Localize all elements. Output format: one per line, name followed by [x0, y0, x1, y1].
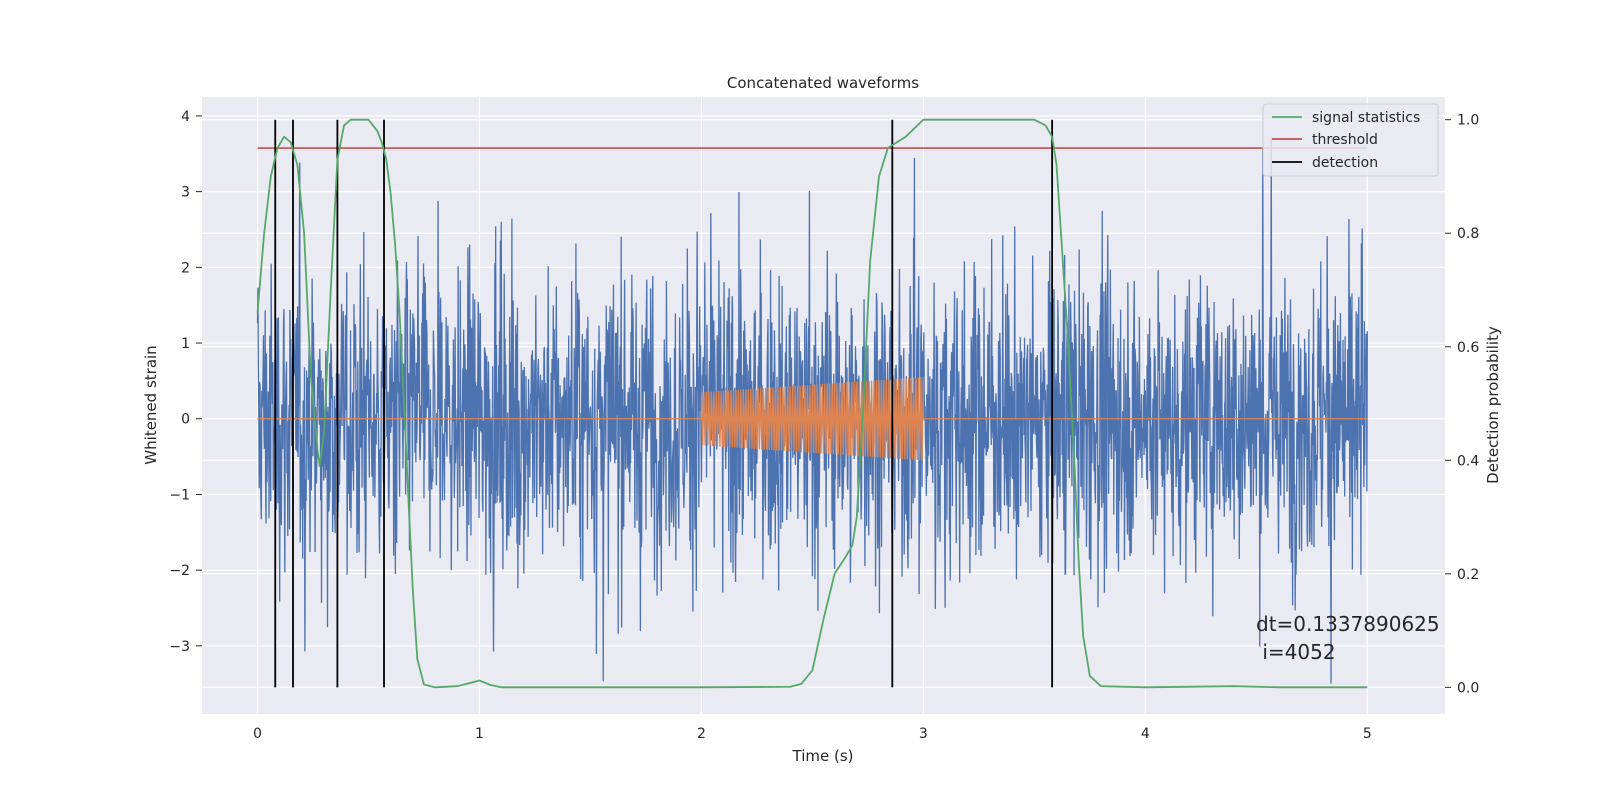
y2-tick-label: 1.0: [1457, 113, 1479, 129]
y-tick-label: −2: [169, 563, 190, 579]
y-ticks: −3 −2 −1 0 1 2 3 4: [169, 109, 202, 655]
x-tick-label: 4: [1141, 726, 1150, 742]
y2-tick-label: 0.0: [1457, 680, 1479, 696]
x-tick-label: 0: [253, 726, 262, 742]
y-tick-label: 4: [181, 109, 190, 125]
chart-title: Concatenated waveforms: [727, 74, 919, 92]
y-tick-label: −1: [169, 487, 190, 503]
annotation-index: i=4052: [1256, 640, 1336, 664]
strain-line: [256, 136, 1368, 684]
injection-line: [257, 377, 1368, 461]
x-ticks: 0 1 2 3 4 5: [253, 726, 1372, 742]
strain-series: [256, 136, 1368, 684]
y2-tick-label: 0.6: [1457, 340, 1479, 356]
y2-ticks: 0.0 0.2 0.4 0.6 0.8 1.0: [1445, 113, 1479, 696]
y-axis-label: Whitened strain: [142, 345, 160, 464]
legend-label-detection: detection: [1312, 155, 1378, 171]
y2-tick-label: 0.8: [1457, 226, 1479, 242]
x-tick-label: 2: [697, 726, 706, 742]
y-tick-label: 3: [181, 185, 190, 201]
annotation-dt: dt=0.1337890625: [1256, 612, 1440, 636]
x-tick-label: 3: [919, 726, 928, 742]
x-tick-label: 5: [1363, 726, 1372, 742]
injection-series: [257, 377, 1368, 461]
x-axis-label: Time (s): [792, 747, 854, 765]
annotation: dt=0.1337890625 i=4052: [1256, 612, 1440, 664]
y-tick-label: 2: [181, 260, 190, 276]
legend: signal statistics threshold detection: [1262, 103, 1439, 177]
y2-axis-label: Detection probability: [1484, 326, 1502, 484]
x-tick-label: 1: [475, 726, 484, 742]
y2-tick-label: 0.4: [1457, 453, 1479, 469]
detection-series: [274, 119, 1054, 688]
y2-tick-label: 0.2: [1457, 567, 1479, 583]
legend-box: [1262, 103, 1439, 177]
signal-statistics-series: [256, 118, 1368, 689]
y-tick-label: 0: [181, 412, 190, 428]
y-tick-label: −3: [169, 639, 190, 655]
legend-label-threshold: threshold: [1312, 132, 1378, 148]
legend-label-signal-statistics: signal statistics: [1312, 110, 1420, 126]
y-tick-label: 1: [181, 336, 190, 352]
signal-statistics-line: [256, 118, 1368, 689]
